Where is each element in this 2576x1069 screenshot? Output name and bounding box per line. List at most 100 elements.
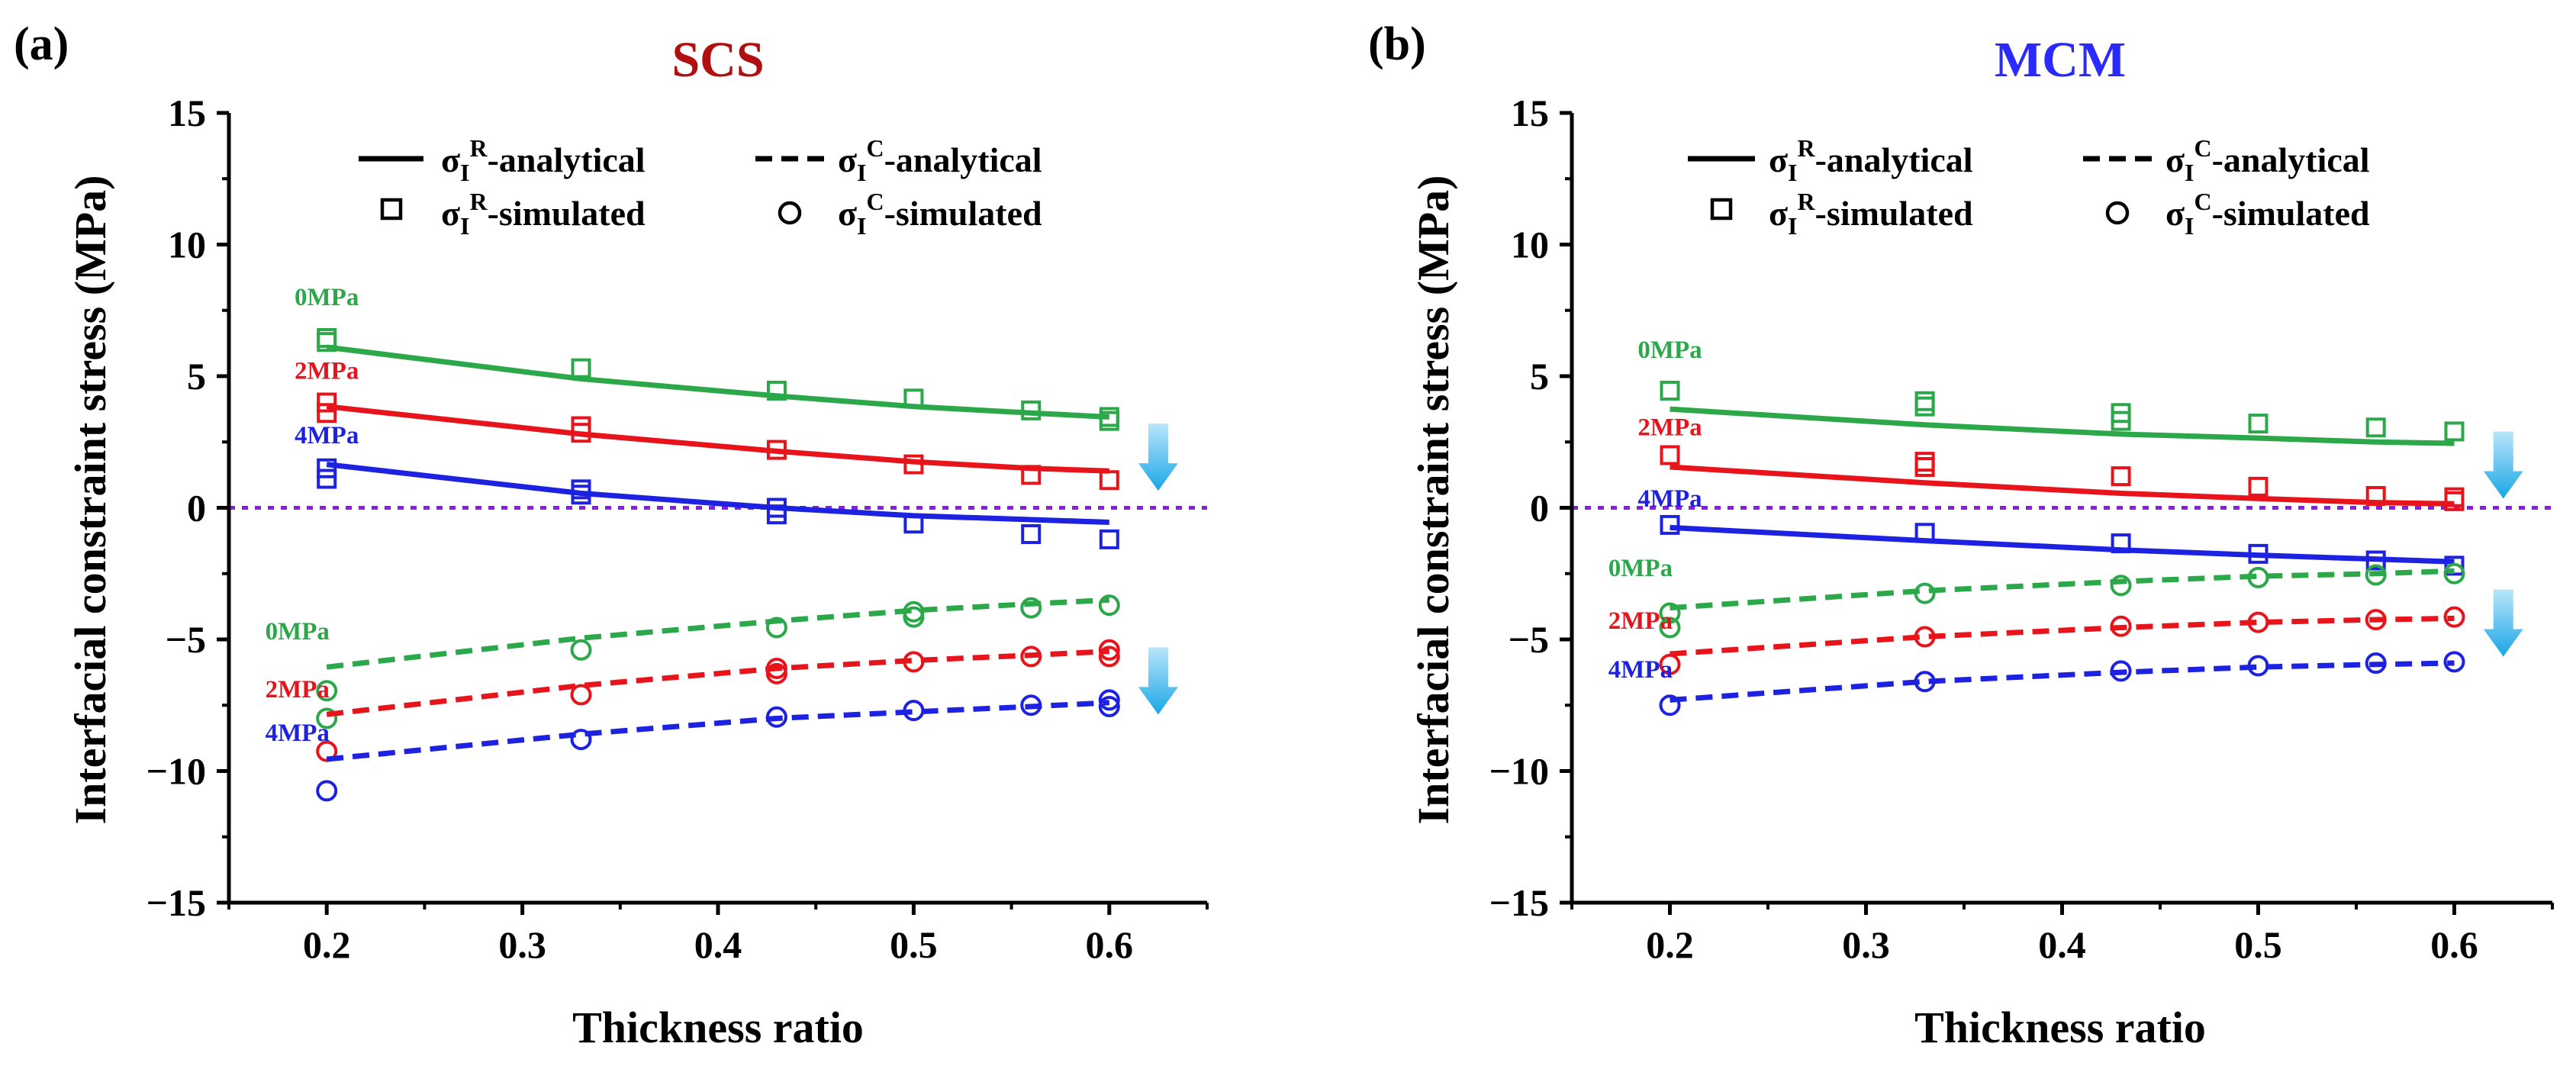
data-point-square <box>2365 485 2386 506</box>
series-line-4MPa-dashed <box>326 700 1109 762</box>
y-tick-label: −5 <box>166 618 207 661</box>
data-point-square <box>1914 457 1935 478</box>
down-arrow-icon <box>2483 431 2523 499</box>
legend: σIR-analytical σIC-analytical σIR-simula… <box>1688 134 2370 240</box>
data-point-circle <box>1914 626 1936 648</box>
data-point-square <box>571 485 591 505</box>
data-point-square <box>571 423 591 443</box>
legend: σIR-analytical σIC-analytical σIR-simula… <box>359 134 1042 240</box>
y-tick-label: 5 <box>187 355 206 398</box>
y-tick-label: −15 <box>147 881 207 924</box>
y-axis-label: Interfacial constraint stress (MPa) <box>1409 175 1458 825</box>
data-point-circle <box>2247 611 2269 633</box>
panel-label: (b) <box>1368 18 1426 70</box>
data-point-square <box>2248 414 2268 434</box>
series-line-2MPa-solid <box>1670 464 2455 507</box>
data-point-circle <box>1098 695 1120 717</box>
y-tick-label: 10 <box>1511 224 1549 266</box>
x-axis-label: Thickness ratio <box>572 1003 864 1052</box>
data-point-circle <box>1020 646 1042 668</box>
legend-square-label: σIR-simulated <box>1769 188 1973 240</box>
x-tick-label: 0.2 <box>1646 923 1694 966</box>
chart-title: MCM <box>1995 32 2126 88</box>
data-point-circle <box>316 780 338 802</box>
data-point-square <box>903 388 924 409</box>
data-point-circle <box>2110 615 2132 637</box>
data-point-circle <box>1098 646 1120 668</box>
legend-circle-label: σIC-simulated <box>838 188 1042 240</box>
series-line-2MPa-solid <box>326 404 1109 474</box>
y-tick-label: 0 <box>187 487 206 530</box>
data-point-circle <box>2110 660 2132 682</box>
data-point-circle <box>1098 639 1120 661</box>
y-tick-label: 0 <box>1530 487 1549 530</box>
data-point-circle <box>2443 606 2465 628</box>
x-tick-label: 0.6 <box>1086 923 1134 966</box>
data-point-circle <box>2365 609 2387 631</box>
y-tick-label: −15 <box>1489 881 1550 924</box>
data-point-circle <box>316 680 338 702</box>
data-point-square <box>2444 555 2465 576</box>
x-tick-label: 0.5 <box>890 923 938 966</box>
series-annotation: 0MPa <box>266 618 330 646</box>
data-point-circle <box>1020 597 1042 619</box>
series-annotation: 2MPa <box>295 357 359 385</box>
data-point-circle <box>1914 582 1936 604</box>
data-point-square <box>317 468 337 489</box>
series-annotation: 0MPa <box>1608 555 1673 582</box>
data-point-square <box>2365 550 2386 571</box>
series-line-4MPa-dashed <box>1670 660 2455 703</box>
series-line-4MPa-solid <box>1670 524 2455 565</box>
data-point-square <box>1660 380 1680 401</box>
y-tick-label: 15 <box>168 92 206 134</box>
data-point-circle <box>765 617 787 639</box>
data-point-circle <box>2443 651 2465 673</box>
series-line-2MPa-dashed <box>326 649 1109 717</box>
legend-dashed-label: σIC-analytical <box>838 134 1042 186</box>
down-arrow-icon <box>2483 589 2523 657</box>
y-tick-label: −10 <box>1489 750 1550 793</box>
series-line-0MPa-dashed <box>1670 568 2455 611</box>
y-tick-label: −10 <box>147 750 207 793</box>
data-point-circle <box>1098 594 1120 617</box>
data-point-circle <box>2247 655 2269 677</box>
legend-solid-label: σIR-analytical <box>441 134 646 186</box>
x-tick-label: 0.6 <box>2430 923 2478 966</box>
series-annotation: 2MPa <box>1637 414 1702 442</box>
data-point-circle <box>570 729 592 751</box>
data-point-square <box>2111 411 2131 431</box>
data-point-square <box>317 392 337 413</box>
data-point-square <box>2111 466 2131 487</box>
data-point-circle <box>1659 617 1681 639</box>
y-tick-label: 10 <box>168 224 206 266</box>
data-point-circle <box>2110 575 2132 597</box>
data-point-square <box>2444 491 2465 511</box>
data-point-square <box>1099 411 1119 431</box>
data-point-circle <box>2247 566 2269 588</box>
data-point-square <box>317 332 337 353</box>
series-annotation: 4MPa <box>295 422 359 449</box>
x-axis-label: Thickness ratio <box>1914 1003 2206 1052</box>
data-point-circle <box>1659 653 1681 675</box>
series-annotation: 0MPa <box>295 284 359 311</box>
data-point-square <box>317 458 337 478</box>
plot-area: −15 −10 −5 0 5 10 15 0.2 0.3 0.4 0.5 0.6 0MPa 2MPa 4MP… <box>1489 92 2554 966</box>
data-point-square <box>1914 391 1935 411</box>
series-annotation: 2MPa <box>266 676 330 704</box>
legend-circle-marker <box>2105 201 2130 225</box>
series-annotation: 0MPa <box>1637 336 1702 364</box>
panel-b: (b) MCM Interfacial constraint stress (M… <box>1368 18 2554 1052</box>
x-tick-label: 0.2 <box>303 923 351 966</box>
data-point-circle <box>1659 602 1681 624</box>
data-point-square <box>1021 400 1042 420</box>
legend-dashed-label: σIC-analytical <box>2165 134 2370 186</box>
data-point-circle <box>765 662 787 684</box>
legend-square-marker <box>1710 198 1733 221</box>
x-tick-label: 0.4 <box>694 923 742 966</box>
legend-square-marker <box>380 198 403 221</box>
legend-circle-marker <box>778 201 802 225</box>
data-point-circle <box>570 639 592 661</box>
data-point-square <box>571 358 591 378</box>
data-point-circle <box>1659 694 1681 716</box>
data-point-square <box>2444 421 2465 442</box>
